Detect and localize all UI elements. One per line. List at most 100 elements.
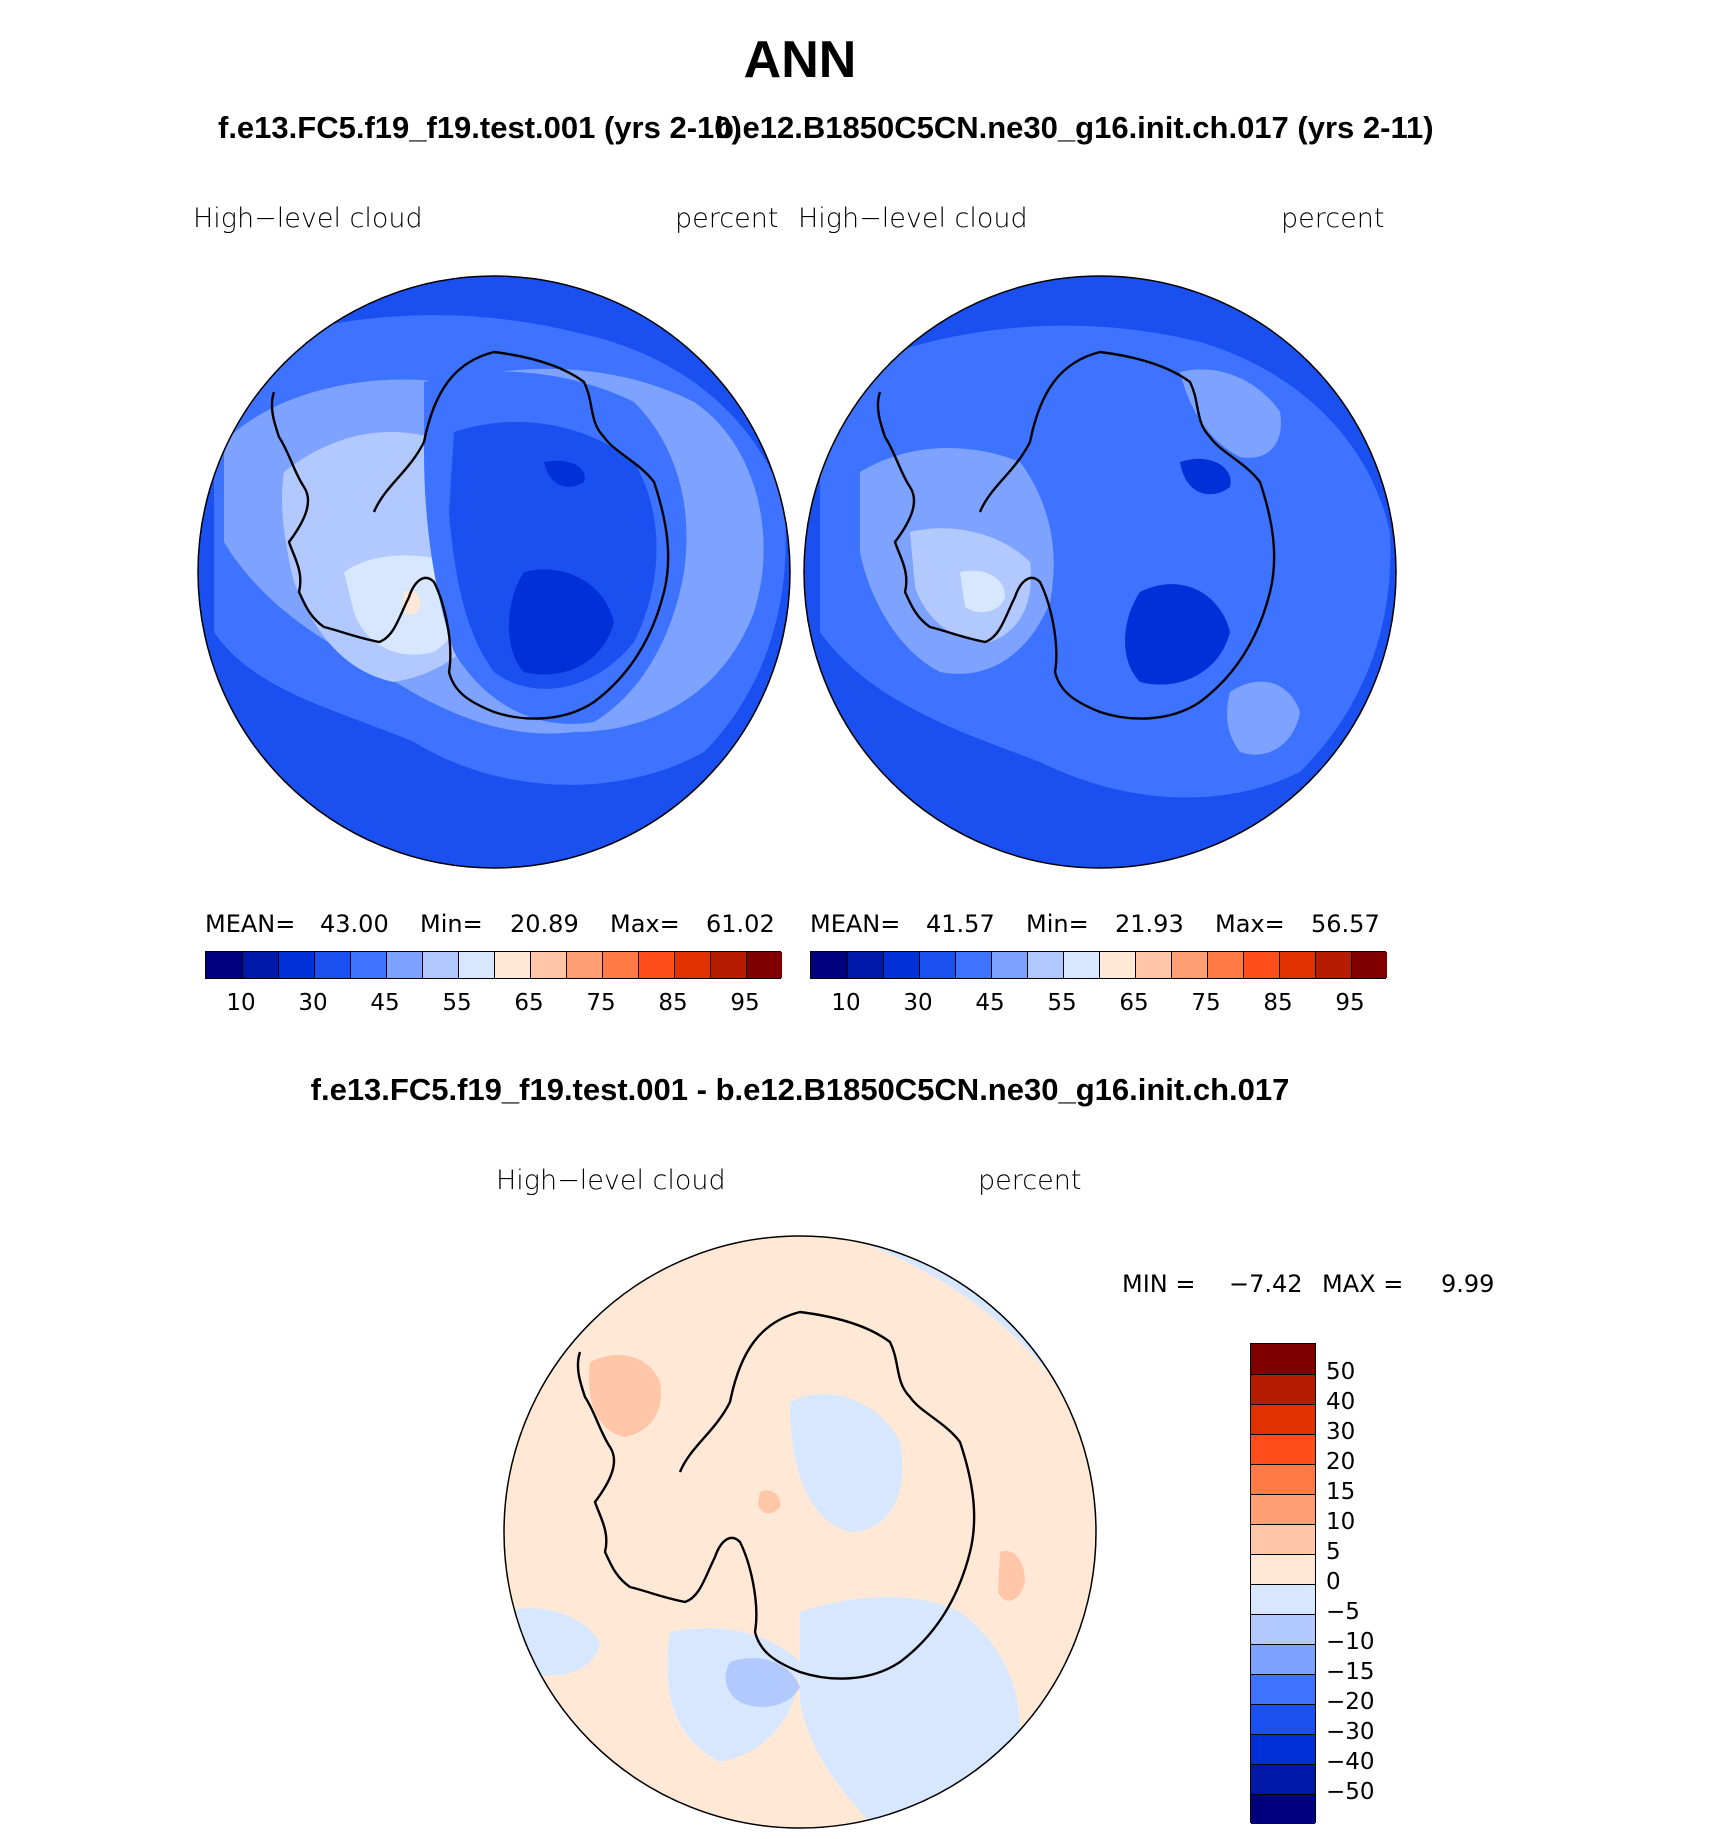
- diff-antarctica-coastline: [576, 1310, 976, 1680]
- map2-antarctica-coastline: [876, 350, 1276, 720]
- colorbar-tick-label: 15: [1326, 1479, 1356, 1505]
- colorbar-swatch: [494, 952, 530, 978]
- colorbar-tick-label: 20: [1326, 1449, 1356, 1475]
- colorbar-tick-label: 65: [1119, 990, 1149, 1016]
- diff-colorbar: [1250, 1343, 1316, 1824]
- colorbar-tick-label: 10: [831, 990, 861, 1016]
- map2-boundary: [803, 275, 1397, 869]
- colorbar-swatch: [674, 952, 710, 978]
- colorbar-swatch: [1251, 1794, 1315, 1824]
- colorbar-swatch: [1251, 1554, 1315, 1584]
- colorbar-swatch: [1251, 1464, 1315, 1494]
- diff-min-label: MIN =: [1122, 1270, 1196, 1298]
- colorbar-tick-label: −50: [1326, 1779, 1375, 1805]
- diff-positive-east: [998, 1551, 1025, 1601]
- panel2-colorbar: [810, 951, 1387, 979]
- map-panel-2: [803, 275, 1397, 869]
- colorbar-tick-label: 55: [1047, 990, 1077, 1016]
- colorbar-tick-label: 85: [658, 990, 688, 1016]
- colorbar-swatch: [602, 952, 638, 978]
- panel2-mean-value: 41.57: [926, 910, 995, 938]
- colorbar-tick-label: 45: [370, 990, 400, 1016]
- colorbar-swatch: [242, 952, 278, 978]
- colorbar-swatch: [1243, 952, 1279, 978]
- map1-boundary: [197, 275, 791, 869]
- colorbar-swatch: [1099, 952, 1135, 978]
- colorbar-swatch: [847, 952, 883, 978]
- colorbar-swatch: [955, 952, 991, 978]
- panel1-colorbar-ticks: 10 30 45 55 65 75 85 95: [205, 990, 781, 1020]
- panel1-mean-value: 43.00: [320, 910, 389, 938]
- diff-boundary: [503, 1235, 1097, 1829]
- panel2-min-label: Min=: [1026, 910, 1089, 938]
- colorbar-swatch: [350, 952, 386, 978]
- panel1-max-label: Max=: [610, 910, 680, 938]
- colorbar-tick-label: 75: [1191, 990, 1221, 1016]
- map1-contour-peach: [402, 590, 421, 615]
- diff-background: [504, 1236, 1096, 1828]
- colorbar-tick-label: 40: [1326, 1389, 1356, 1415]
- colorbar-swatch: [1251, 1614, 1315, 1644]
- colorbar-swatch: [530, 952, 566, 978]
- colorbar-tick-label: 95: [730, 990, 760, 1016]
- panel1-min-value: 20.89: [510, 910, 579, 938]
- colorbar-tick-label: 30: [298, 990, 328, 1016]
- colorbar-tick-label: 10: [1326, 1509, 1356, 1535]
- panel2-max-value: 56.57: [1311, 910, 1380, 938]
- panel2-colorbar-ticks: 10 30 45 55 65 75 85 95: [810, 990, 1386, 1020]
- colorbar-swatch: [1251, 1704, 1315, 1734]
- panel1-colorbar: [205, 951, 782, 979]
- colorbar-tick-label: 0: [1326, 1569, 1341, 1595]
- diff-negative-interior: [790, 1394, 903, 1532]
- colorbar-swatch: [1171, 952, 1207, 978]
- colorbar-swatch: [1251, 1674, 1315, 1704]
- colorbar-swatch: [1251, 1344, 1315, 1374]
- colorbar-swatch: [919, 952, 955, 978]
- colorbar-swatch: [422, 952, 458, 978]
- panel2-max-label: Max=: [1215, 910, 1285, 938]
- panel1-variable-label: High−level cloud: [193, 203, 423, 234]
- colorbar-swatch: [811, 952, 847, 978]
- panel2-units-label: percent: [1281, 203, 1385, 234]
- map2-light-southeast: [1227, 681, 1300, 755]
- diff-title: f.e13.FC5.f19_f19.test.001 - b.e12.B1850…: [310, 1072, 1290, 1107]
- panel2-mean-label: MEAN=: [810, 910, 901, 938]
- case-b-title: b.e12.B1850C5CN.ne30_g16.init.ch.017 (yr…: [715, 110, 1434, 145]
- colorbar-swatch: [1351, 952, 1387, 978]
- colorbar-swatch: [991, 952, 1027, 978]
- map2-light-east: [1180, 369, 1281, 458]
- colorbar-tick-label: −20: [1326, 1689, 1375, 1715]
- colorbar-swatch: [1251, 1734, 1315, 1764]
- colorbar-swatch: [1251, 1644, 1315, 1674]
- diff-strong-negative-south: [725, 1658, 800, 1707]
- colorbar-tick-label: −5: [1326, 1599, 1360, 1625]
- colorbar-tick-label: 30: [1326, 1419, 1356, 1445]
- colorbar-tick-label: 95: [1335, 990, 1365, 1016]
- colorbar-tick-label: 10: [226, 990, 256, 1016]
- map1-interior-dark: [509, 569, 614, 675]
- panel1-min-label: Min=: [420, 910, 483, 938]
- diff-negative-southeast: [800, 1597, 1020, 1828]
- colorbar-swatch: [314, 952, 350, 978]
- colorbar-swatch: [1279, 952, 1315, 978]
- diff-units-label: percent: [978, 1165, 1082, 1196]
- colorbar-tick-label: 50: [1326, 1359, 1356, 1385]
- diff-max-value: 9.99: [1441, 1270, 1495, 1298]
- colorbar-tick-label: −40: [1326, 1749, 1375, 1775]
- map2-interior-deep2: [1180, 458, 1231, 495]
- colorbar-swatch: [1063, 952, 1099, 978]
- colorbar-swatch: [206, 952, 242, 978]
- case-a-title: f.e13.FC5.f19_f19.test.001 (yrs 2-10): [218, 110, 742, 145]
- colorbar-swatch: [278, 952, 314, 978]
- colorbar-swatch: [386, 952, 422, 978]
- colorbar-tick-label: −30: [1326, 1719, 1375, 1745]
- colorbar-swatch: [1251, 1524, 1315, 1554]
- colorbar-tick-label: 30: [903, 990, 933, 1016]
- colorbar-swatch: [1135, 952, 1171, 978]
- map1-antarctica-coastline: [270, 350, 670, 720]
- map-panel-1: [197, 275, 791, 869]
- colorbar-tick-label: 85: [1263, 990, 1293, 1016]
- colorbar-swatch: [710, 952, 746, 978]
- colorbar-tick-label: 65: [514, 990, 544, 1016]
- colorbar-tick-label: 45: [975, 990, 1005, 1016]
